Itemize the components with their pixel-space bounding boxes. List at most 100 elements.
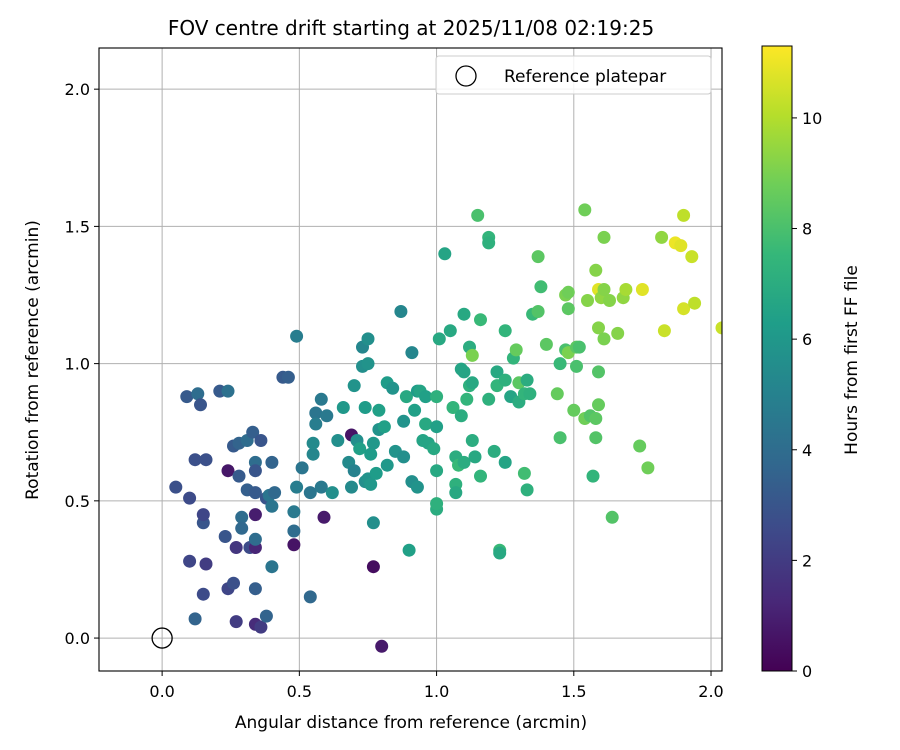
data-point (218, 530, 232, 543)
data-point (199, 453, 213, 467)
data-point (309, 406, 323, 420)
data-point (405, 346, 419, 360)
data-point (232, 469, 246, 483)
data-point (550, 387, 564, 401)
chart-title: FOV centre drift starting at 2025/11/08 … (168, 16, 654, 40)
data-point (474, 313, 487, 327)
x-tick-label: 2.0 (698, 682, 723, 701)
legend-reference-marker (455, 65, 477, 87)
data-point (570, 359, 583, 373)
data-point (290, 480, 304, 494)
data-point (364, 447, 378, 461)
x-tick-label: 1.5 (561, 682, 586, 701)
data-point (597, 283, 611, 296)
data-point (460, 392, 474, 406)
data-point (677, 302, 691, 316)
colorbar-ticks: 0 2 4 6 8 10 (792, 109, 822, 681)
data-point (227, 576, 240, 590)
data-point (303, 590, 317, 604)
data-point (235, 521, 249, 535)
data-point (619, 283, 633, 296)
data-point (531, 250, 545, 264)
data-point (265, 455, 279, 469)
data-point (474, 469, 487, 483)
data-point (221, 384, 235, 398)
data-point (361, 332, 375, 346)
data-point (611, 326, 625, 340)
data-point (287, 524, 301, 538)
data-point (457, 307, 471, 321)
colorbar (761, 45, 793, 672)
data-point (386, 381, 400, 395)
data-point (567, 403, 581, 417)
data-point (265, 560, 279, 574)
y-tick-label: 2.0 (65, 80, 90, 99)
y-axis-ticks: 0.0 0.5 1.0 1.5 2.0 (65, 80, 99, 648)
colorbar-tick-label: 10 (802, 109, 822, 128)
data-point (399, 390, 413, 404)
data-point (331, 434, 345, 447)
data-point (353, 442, 367, 456)
data-point (347, 464, 361, 478)
data-point (509, 343, 523, 357)
data-point (196, 587, 210, 601)
data-point (268, 486, 282, 500)
data-point (430, 464, 444, 478)
data-point (430, 390, 444, 404)
data-point (674, 239, 688, 253)
scatter-points (169, 203, 722, 653)
data-point (589, 412, 603, 425)
data-point (295, 461, 309, 475)
x-tick-label: 1.0 (424, 682, 449, 701)
data-point (553, 431, 567, 445)
data-point (635, 283, 649, 296)
data-point (287, 505, 301, 519)
data-point (410, 480, 424, 494)
data-point (358, 401, 372, 414)
x-axis-label: Angular distance from reference (arcmin) (235, 713, 587, 733)
data-point (597, 230, 611, 244)
data-point (517, 466, 531, 480)
data-point (603, 294, 616, 307)
data-point (597, 332, 611, 346)
data-point (229, 541, 243, 554)
x-axis-ticks: 0.0 0.5 1.0 1.5 2.0 (149, 671, 724, 701)
legend-box (435, 55, 712, 95)
data-point (364, 477, 378, 491)
data-point (194, 398, 207, 412)
data-point (377, 420, 391, 434)
data-point (457, 455, 471, 469)
data-point (248, 582, 262, 596)
data-point (432, 332, 446, 346)
data-point (314, 392, 328, 406)
data-point (394, 305, 408, 318)
data-point (281, 370, 295, 384)
data-point (446, 401, 460, 414)
data-point (592, 321, 605, 335)
data-point (336, 401, 350, 414)
data-point (655, 230, 669, 244)
data-point (715, 321, 722, 335)
data-point (419, 390, 433, 404)
data-point (369, 466, 383, 480)
data-point (372, 403, 386, 417)
data-point (259, 609, 273, 623)
data-point (520, 483, 534, 497)
data-point (287, 538, 301, 552)
data-point (183, 554, 197, 568)
data-point (430, 420, 444, 434)
legend: Reference platepar (435, 55, 712, 95)
data-point (397, 450, 411, 464)
data-point (427, 442, 441, 456)
data-point (641, 461, 655, 475)
plot-frame (98, 47, 723, 672)
data-point (325, 486, 339, 500)
data-point (498, 324, 512, 338)
data-point (531, 305, 545, 318)
data-point (246, 425, 260, 439)
colorbar-tick-label: 0 (802, 662, 812, 681)
data-point (180, 390, 194, 404)
data-point (188, 453, 202, 467)
data-point (677, 208, 691, 222)
